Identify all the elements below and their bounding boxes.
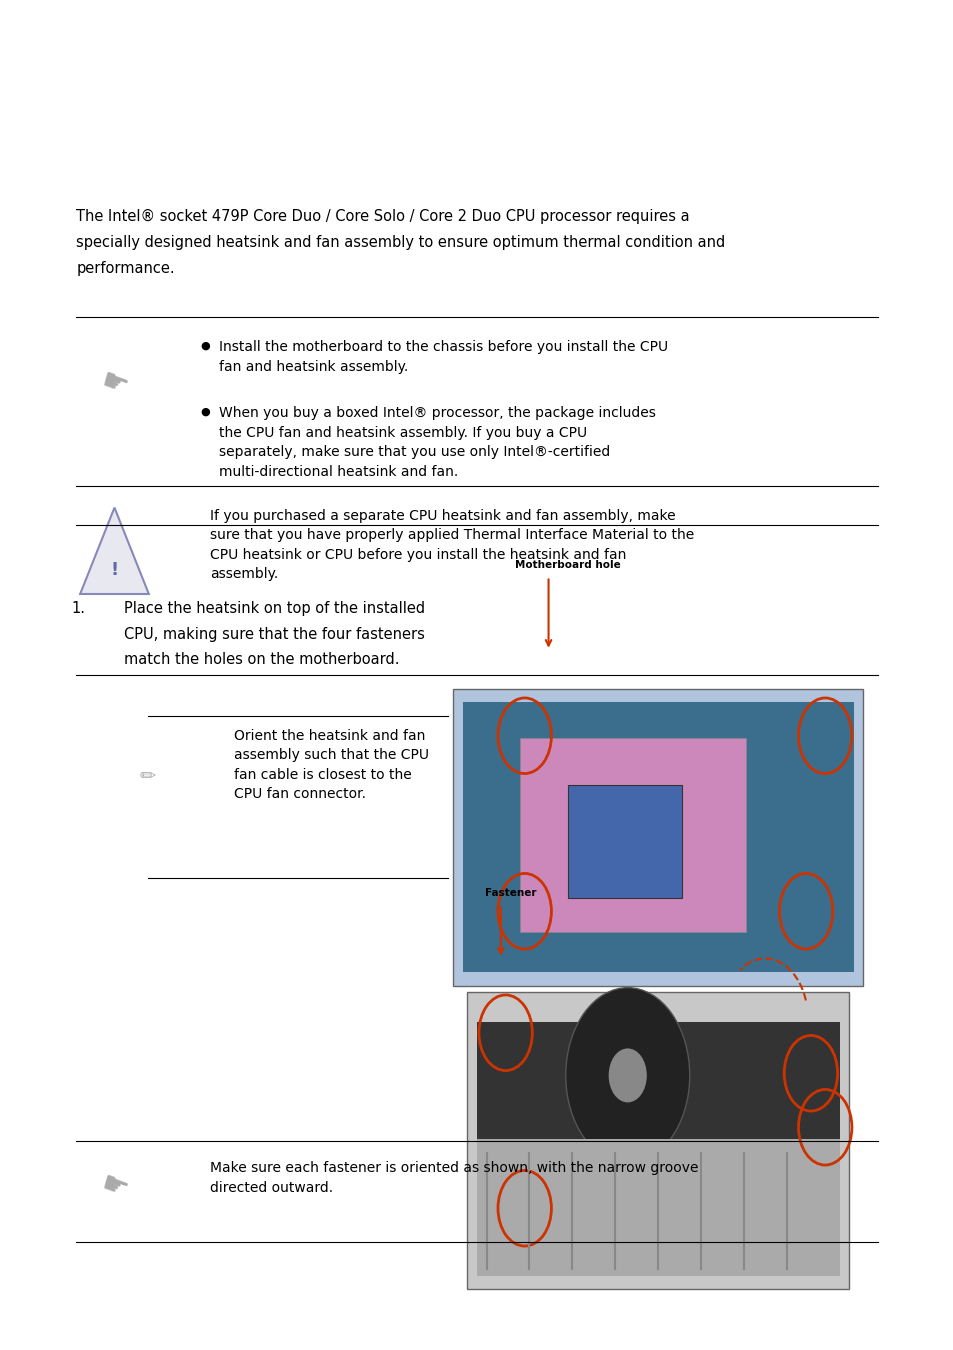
FancyBboxPatch shape (476, 1022, 839, 1156)
Text: Place the heatsink on top of the installed
CPU, making sure that the four fasten: Place the heatsink on top of the install… (124, 601, 425, 667)
Text: When you buy a boxed Intel® processor, the package includes
the CPU fan and heat: When you buy a boxed Intel® processor, t… (219, 406, 656, 479)
Text: Orient the heatsink and fan
assembly such that the CPU
fan cable is closest to t: Orient the heatsink and fan assembly suc… (233, 729, 428, 802)
Text: 1.: 1. (71, 601, 86, 616)
Text: !: ! (111, 560, 118, 579)
Text: ✏: ✏ (139, 767, 156, 786)
FancyBboxPatch shape (567, 784, 681, 898)
Polygon shape (80, 508, 149, 594)
Text: The Intel® socket 479P Core Duo / Core Solo / Core 2 Duo CPU processor requires : The Intel® socket 479P Core Duo / Core S… (76, 209, 725, 275)
FancyBboxPatch shape (519, 738, 745, 931)
Text: ☛: ☛ (96, 1169, 132, 1207)
Text: Fastener: Fastener (484, 888, 536, 898)
Text: ●: ● (200, 340, 210, 350)
Text: Make sure each fastener is oriented as shown, with the narrow groove
directed ou: Make sure each fastener is oriented as s… (210, 1161, 698, 1195)
Text: Motherboard hole: Motherboard hole (515, 560, 619, 570)
FancyBboxPatch shape (453, 688, 862, 986)
Circle shape (565, 988, 689, 1164)
Circle shape (608, 1049, 646, 1103)
FancyBboxPatch shape (462, 702, 853, 972)
FancyBboxPatch shape (476, 1139, 839, 1276)
Text: ●: ● (200, 406, 210, 416)
Text: Install the motherboard to the chassis before you install the CPU
fan and heatsi: Install the motherboard to the chassis b… (219, 340, 668, 374)
Text: ☛: ☛ (96, 366, 132, 404)
Text: If you purchased a separate CPU heatsink and fan assembly, make
sure that you ha: If you purchased a separate CPU heatsink… (210, 509, 694, 582)
FancyBboxPatch shape (467, 992, 848, 1289)
